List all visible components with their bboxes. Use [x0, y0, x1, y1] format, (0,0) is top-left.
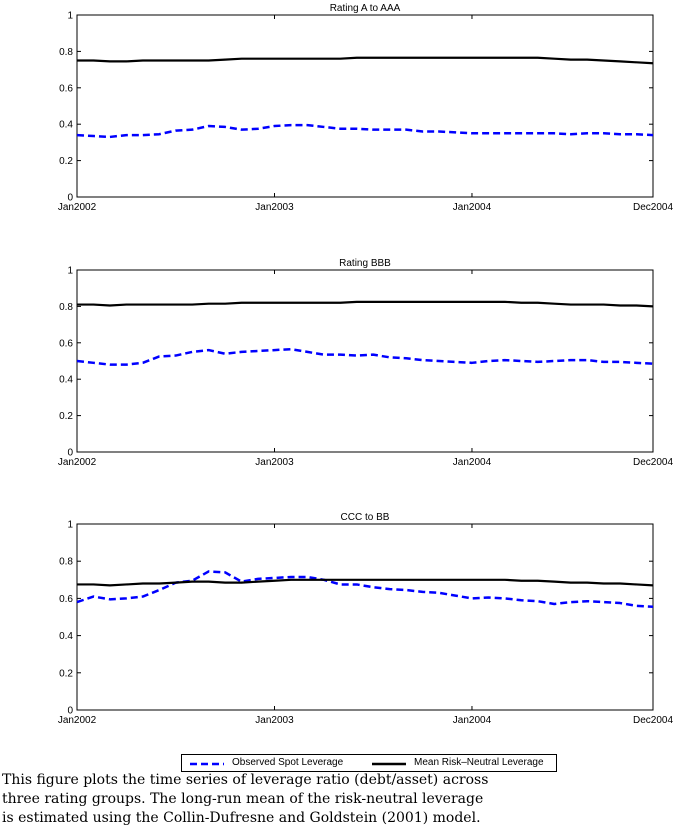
panel-title: Rating BBB [339, 258, 391, 269]
y-tick-label: 1 [67, 11, 73, 22]
y-tick-label: 0.4 [59, 120, 73, 131]
y-tick-label: 0 [67, 706, 73, 717]
panel-1: Rating A to AAA 0 0.2 0.4 0.6 0.8 1 Jan2002 Jan2… [58, 3, 674, 213]
plot-area [76, 523, 654, 711]
figure-caption: This figure plots the time series of lev… [2, 771, 562, 828]
x-tick-label: Jan2004 [453, 202, 492, 213]
series-line-mean [77, 300, 654, 308]
x-tick-label: Jan2004 [453, 715, 492, 726]
y-tick-label: 0.2 [59, 156, 73, 167]
x-tick-label: Jan2003 [255, 457, 294, 468]
x-tick-label: Jan2004 [453, 457, 492, 468]
x-tick-label: Jan2003 [255, 202, 294, 213]
series-line-observed [76, 123, 654, 139]
y-tick-label: 1 [67, 266, 73, 277]
x-tick-label: Dec2004 [633, 457, 673, 468]
x-tick-label: Dec2004 [633, 202, 673, 213]
y-tick-label: 1 [67, 520, 73, 531]
legend: Observed Spot Leverage Mean Risk–Neutral… [181, 754, 557, 772]
plot-area [76, 269, 654, 453]
caption-line-1: This figure plots the time series of lev… [2, 772, 489, 788]
panel-3: CCC to BB 0 0.2 0.4 0.6 0.8 1 Jan2002 Jan2003 Jan… [58, 512, 674, 726]
y-tick-label: 0 [67, 193, 73, 204]
y-tick-label: 0.4 [59, 375, 73, 386]
plot-area [76, 14, 654, 198]
series-line-observed [76, 347, 654, 366]
x-tick-label: Jan2003 [255, 715, 294, 726]
legend-label-mean: Mean Risk–Neutral Leverage [414, 757, 544, 768]
legend-swatch-observed [190, 762, 224, 766]
legend-label-observed: Observed Spot Leverage [232, 757, 344, 768]
x-tick-label: Dec2004 [633, 715, 673, 726]
y-tick-label: 0.2 [59, 668, 73, 679]
leverage-figure: Rating A to AAA 0 0.2 0.4 0.6 0.8 1 Jan2002 Jan2… [58, 3, 674, 726]
y-tick-label: 0.4 [59, 631, 73, 642]
panel-title: CCC to BB [341, 512, 390, 523]
panel-title: Rating A to AAA [330, 3, 401, 14]
series-line-mean [77, 578, 654, 587]
series-line-mean [77, 56, 654, 65]
y-tick-label: 0.8 [59, 302, 73, 313]
x-tick-label: Jan2002 [58, 457, 97, 468]
y-tick-label: 0 [67, 448, 73, 459]
caption-line-2: three rating groups. The long-run mean o… [2, 791, 484, 807]
x-tick-label: Jan2002 [58, 202, 97, 213]
y-tick-label: 0.6 [59, 83, 73, 94]
y-tick-label: 0.6 [59, 338, 73, 349]
y-tick-label: 0.2 [59, 411, 73, 422]
panel-2: Rating BBB 0 0.2 0.4 0.6 0.8 1 Jan2002 Jan2003 Ja… [58, 258, 674, 468]
y-tick-label: 0.8 [59, 557, 73, 568]
caption-line-3: is estimated using the Collin-Dufresne a… [2, 810, 481, 826]
y-tick-label: 0.6 [59, 594, 73, 605]
legend-swatch-mean [372, 762, 406, 766]
x-tick-label: Jan2002 [58, 715, 97, 726]
y-tick-label: 0.8 [59, 47, 73, 58]
